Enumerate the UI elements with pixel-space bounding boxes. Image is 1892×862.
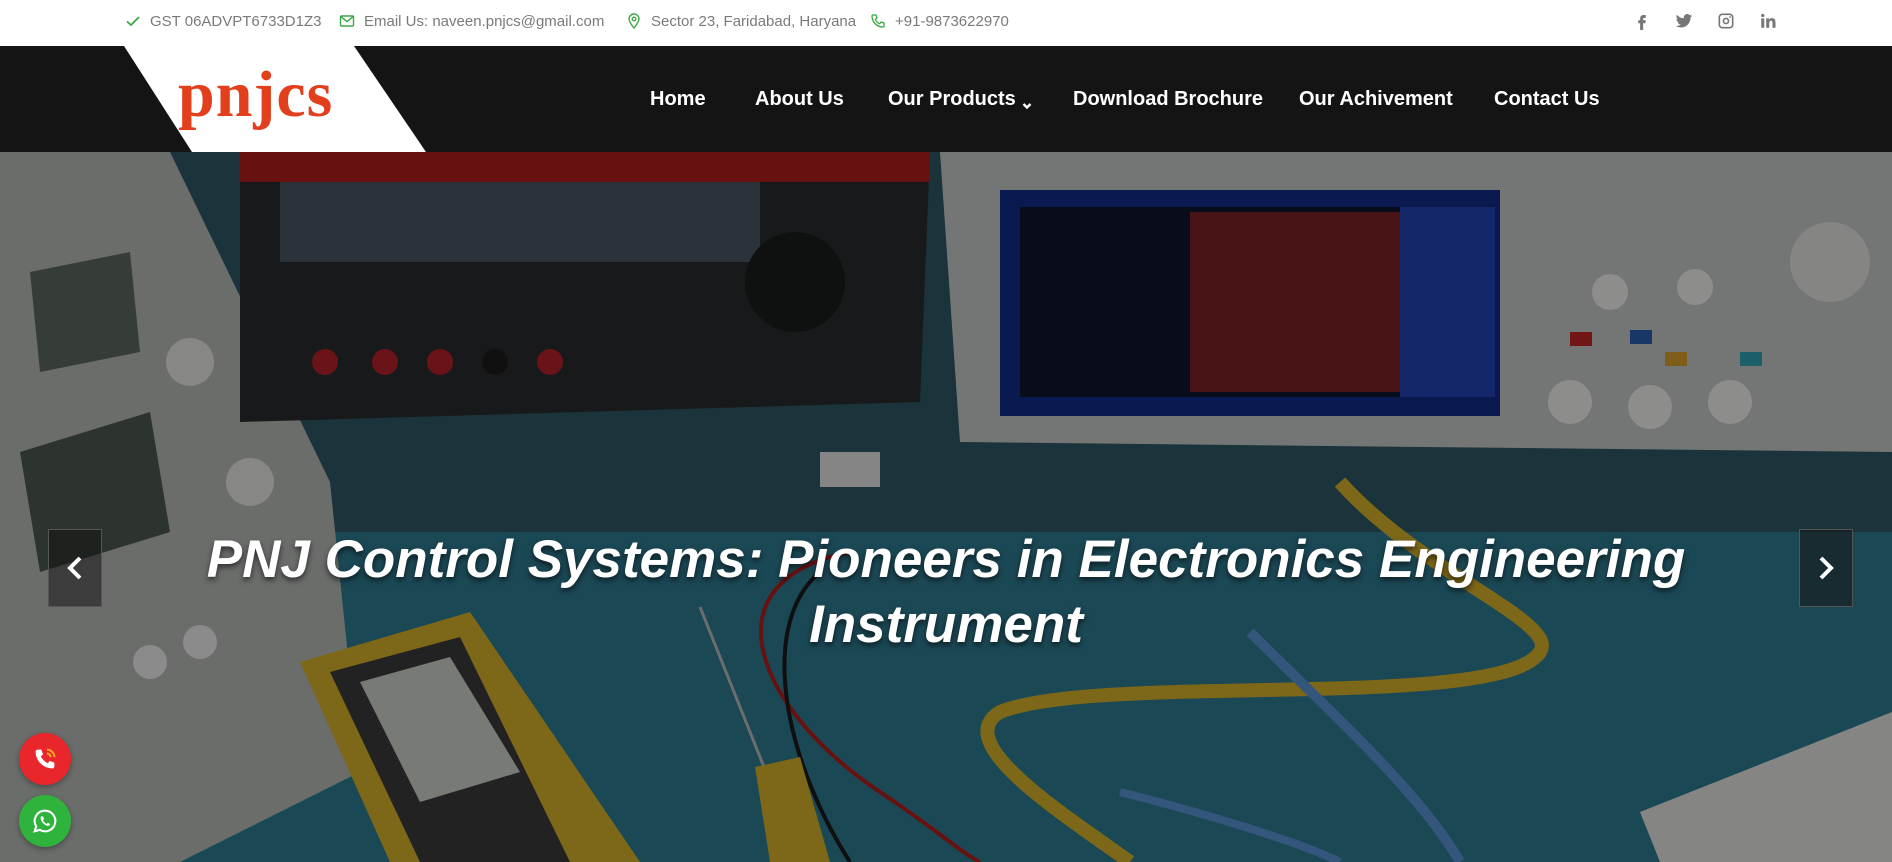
hero-background-image — [0, 152, 1892, 862]
slider-prev-button[interactable] — [48, 529, 102, 607]
facebook-icon[interactable] — [1621, 0, 1663, 42]
email-info[interactable]: Email Us: naveen.pnjcs@gmail.com — [338, 0, 604, 42]
phone-icon — [869, 12, 887, 30]
hero-headline-line1: PNJ Control Systems: Pioneers in Electro… — [206, 530, 1686, 589]
hero-headline: PNJ Control Systems: Pioneers in Electro… — [0, 527, 1892, 657]
nav-our-products[interactable]: Our Products — [888, 46, 1032, 152]
nav-home[interactable]: Home — [650, 87, 706, 110]
nav-contact-us[interactable]: Contact Us — [1494, 87, 1600, 110]
location-pin-icon — [625, 12, 643, 30]
email-text[interactable]: Email Us: naveen.pnjcs@gmail.com — [364, 12, 605, 30]
address-info: Sector 23, Faridabad, Haryana — [625, 0, 856, 42]
envelope-icon — [338, 12, 356, 30]
main-navigation: Home About Us Our Products Download Broc… — [0, 46, 1892, 152]
twitter-icon[interactable] — [1663, 0, 1705, 42]
whatsapp-icon — [33, 809, 57, 833]
nav-our-achievement[interactable]: Our Achivement — [1299, 87, 1453, 110]
site-logo[interactable]: pnjcs — [178, 58, 334, 131]
phone-info[interactable]: +91-9873622970 — [869, 0, 1009, 42]
linkedin-icon[interactable] — [1747, 0, 1789, 42]
nav-about-us[interactable]: About Us — [755, 87, 844, 110]
chevron-right-icon — [1819, 556, 1834, 580]
call-button[interactable] — [19, 733, 71, 785]
chevron-down-icon — [1022, 94, 1032, 110]
gst-info: GST 06ADVPT6733D1Z3 — [124, 0, 321, 42]
gst-text: GST 06ADVPT6733D1Z3 — [150, 12, 322, 30]
phone-text[interactable]: +91-9873622970 — [895, 12, 1009, 30]
phone-call-icon — [35, 748, 56, 769]
hero-overlay — [0, 152, 1892, 862]
social-links — [1621, 0, 1789, 42]
check-icon — [124, 12, 142, 30]
instagram-icon[interactable] — [1705, 0, 1747, 42]
hero-slider: PNJ Control Systems: Pioneers in Electro… — [0, 152, 1892, 862]
chevron-left-icon — [67, 556, 82, 580]
nav-our-products-label: Our Products — [888, 87, 1016, 110]
whatsapp-button[interactable] — [19, 795, 71, 847]
nav-download-brochure[interactable]: Download Brochure — [1073, 87, 1264, 110]
hero-headline-line2: Instrument — [809, 595, 1083, 654]
top-info-bar: GST 06ADVPT6733D1Z3 Email Us: naveen.pnj… — [0, 0, 1892, 46]
slider-next-button[interactable] — [1799, 529, 1853, 607]
address-text: Sector 23, Faridabad, Haryana — [651, 12, 857, 30]
